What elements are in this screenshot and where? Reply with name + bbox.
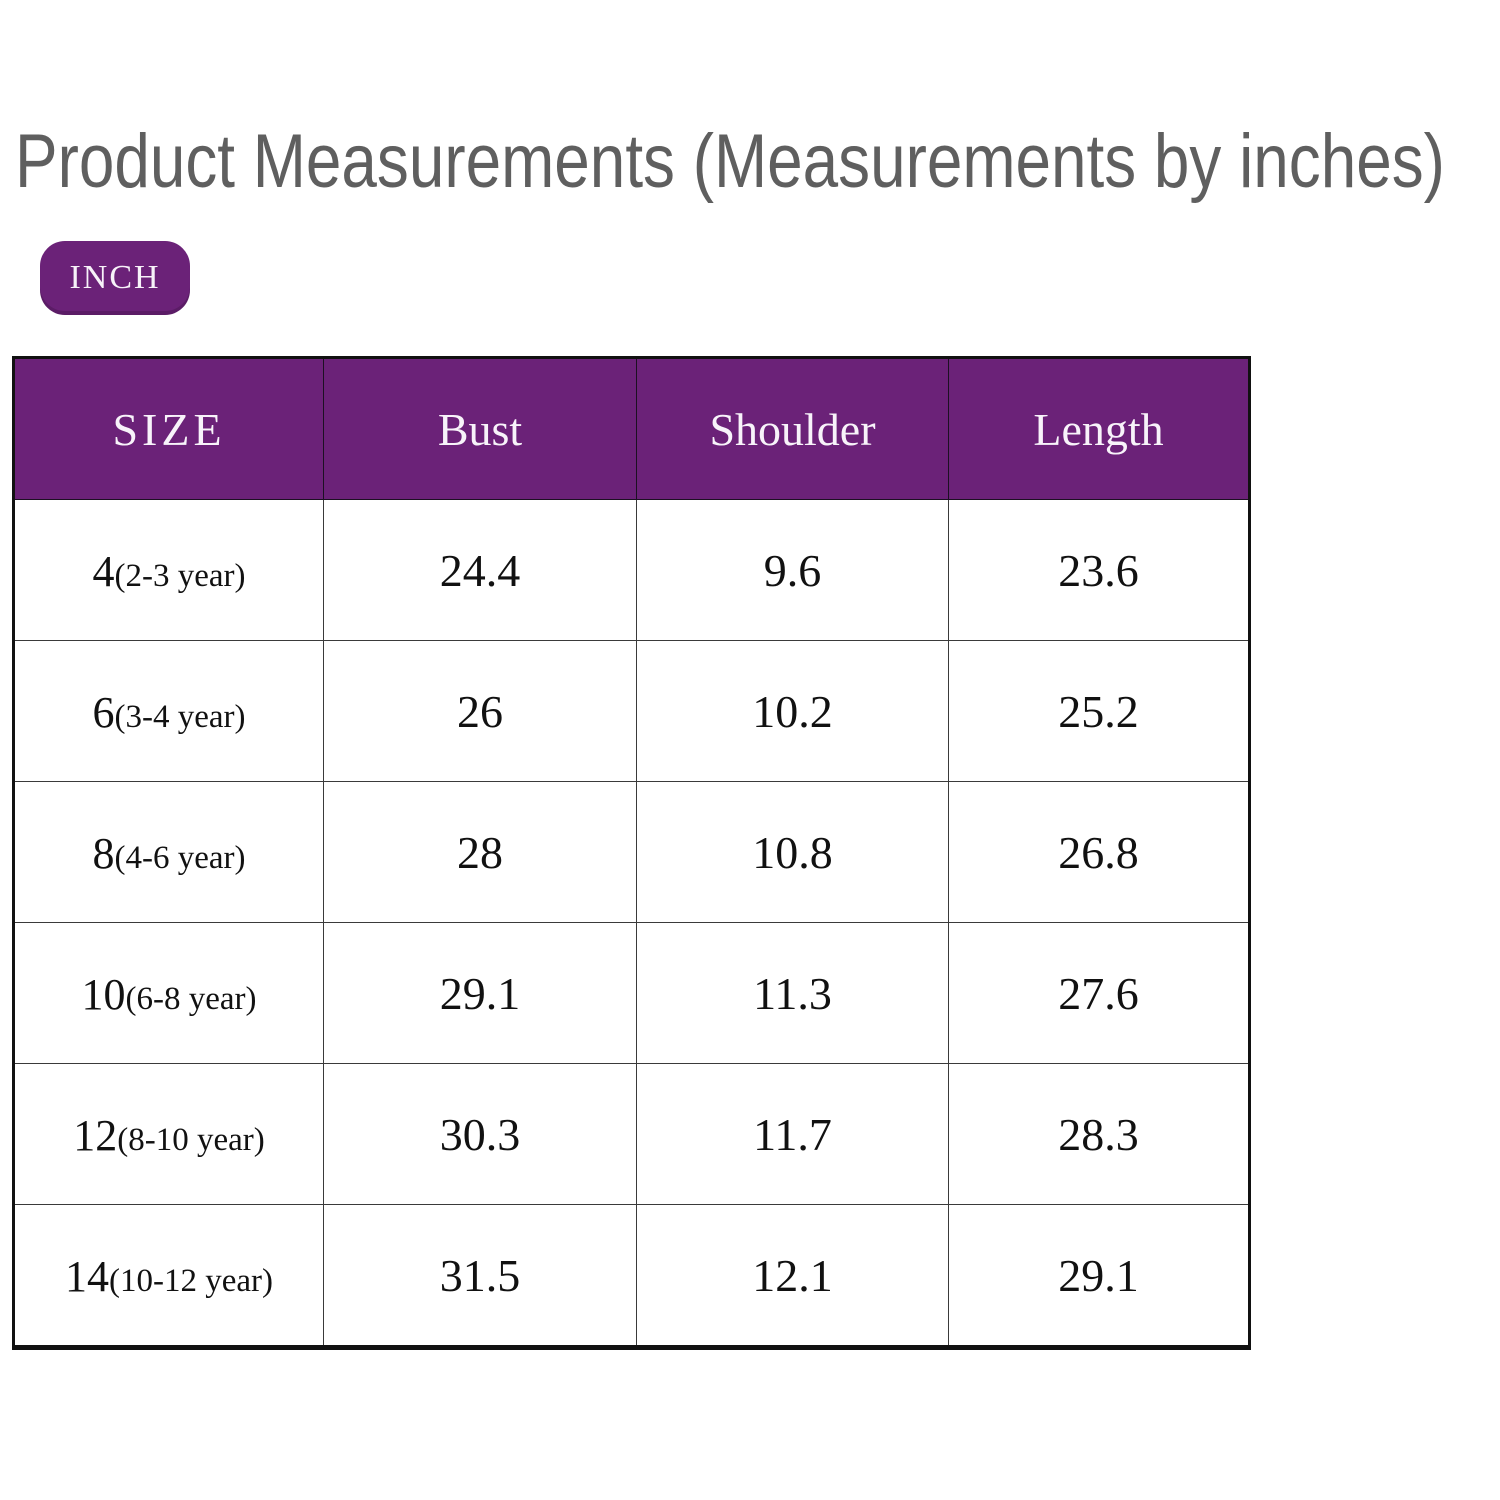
length-cell: 23.6 [948, 499, 1250, 641]
size-cell: 6(3-4 year) [13, 640, 324, 782]
column-header-shoulder: Shoulder [636, 357, 949, 500]
size-number: 4 [92, 546, 115, 596]
column-header-length: Length [948, 357, 1250, 500]
size-cell: 12(8-10 year) [13, 1063, 324, 1205]
unit-toggle-inch[interactable]: INCH [40, 241, 190, 315]
length-cell: 27.6 [948, 922, 1250, 1064]
table-row: 4(2-3 year) 24.4 9.6 23.6 [13, 499, 1250, 641]
table-row: 8(4-6 year) 28 10.8 26.8 [13, 781, 1250, 923]
size-number: 14 [64, 1251, 109, 1301]
size-age-range: (4-6 year) [114, 839, 246, 876]
length-cell: 25.2 [948, 640, 1250, 782]
bust-cell: 24.4 [323, 499, 637, 641]
size-age-range: (2-3 year) [114, 557, 246, 594]
table-row: 10(6-8 year) 29.1 11.3 27.6 [13, 922, 1250, 1064]
size-cell: 4(2-3 year) [13, 499, 324, 641]
shoulder-cell: 11.7 [636, 1063, 949, 1205]
size-number: 12 [73, 1110, 118, 1160]
bust-cell: 30.3 [323, 1063, 637, 1205]
bust-cell: 31.5 [323, 1204, 637, 1348]
table-row: 14(10-12 year) 31.5 12.1 29.1 [13, 1204, 1250, 1348]
size-age-range: (10-12 year) [108, 1262, 273, 1299]
size-cell: 8(4-6 year) [13, 781, 324, 923]
page-title: Product Measurements (Measurements by in… [15, 119, 1445, 204]
size-age-range: (3-4 year) [114, 698, 246, 735]
shoulder-cell: 10.2 [636, 640, 949, 782]
bust-cell: 26 [323, 640, 637, 782]
size-number: 10 [81, 969, 126, 1019]
length-cell: 28.3 [948, 1063, 1250, 1205]
bust-cell: 28 [323, 781, 637, 923]
column-header-size: SIZE [13, 357, 324, 500]
table-header-row: SIZE Bust Shoulder Length [13, 357, 1250, 500]
column-header-bust: Bust [323, 357, 637, 500]
shoulder-cell: 10.8 [636, 781, 949, 923]
shoulder-cell: 11.3 [636, 922, 949, 1064]
size-cell: 14(10-12 year) [13, 1204, 324, 1348]
size-cell: 10(6-8 year) [13, 922, 324, 1064]
size-number: 8 [92, 828, 115, 878]
shoulder-cell: 12.1 [636, 1204, 949, 1348]
table-row: 12(8-10 year) 30.3 11.7 28.3 [13, 1063, 1250, 1205]
size-age-range: (6-8 year) [125, 980, 257, 1017]
size-number: 6 [92, 687, 115, 737]
length-cell: 29.1 [948, 1204, 1250, 1348]
table-row: 6(3-4 year) 26 10.2 25.2 [13, 640, 1250, 782]
unit-toggle-label: INCH [69, 259, 161, 296]
measurements-table: SIZE Bust Shoulder Length 4(2-3 year) 24… [12, 356, 1251, 1350]
size-age-range: (8-10 year) [117, 1121, 265, 1158]
shoulder-cell: 9.6 [636, 499, 949, 641]
bust-cell: 29.1 [323, 922, 637, 1064]
length-cell: 26.8 [948, 781, 1250, 923]
